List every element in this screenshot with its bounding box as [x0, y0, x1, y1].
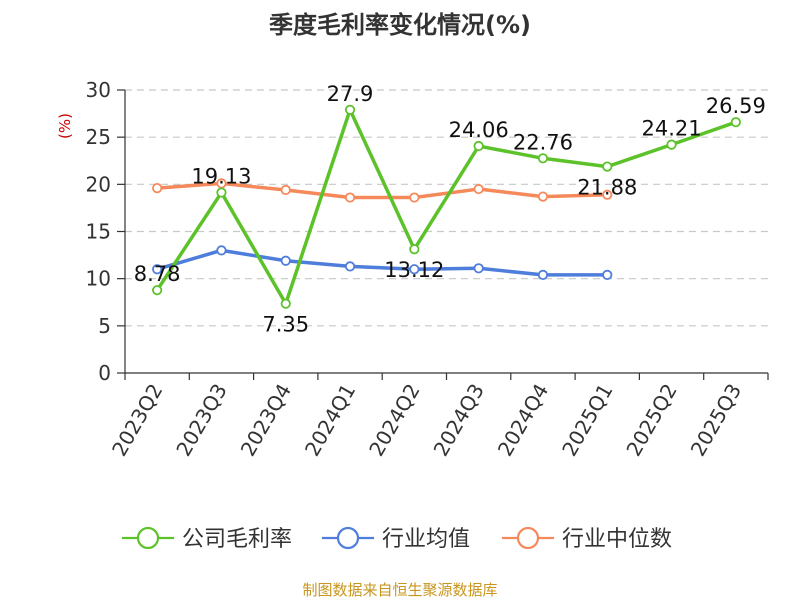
data-point: [473, 140, 484, 152]
data-point: [537, 269, 549, 280]
x-tick-label: 2024Q4: [493, 380, 553, 461]
data-label: 21.88: [577, 176, 637, 200]
data-point: [280, 255, 291, 266]
chart-title: 季度毛利率变化情况(%): [269, 11, 531, 39]
data-label: 22.76: [513, 130, 573, 154]
data-point: [537, 153, 549, 164]
data-point: [152, 264, 163, 275]
legend-label: 行业中位数: [562, 527, 672, 552]
data-point: [537, 191, 549, 202]
data-point: [602, 269, 613, 280]
series-line: [156, 248, 608, 277]
data-label: 8.78: [134, 262, 181, 286]
data-label: 24.06: [449, 118, 509, 142]
x-tick-label: 2025Q3: [686, 380, 746, 461]
x-tick-label: 2025Q1: [557, 380, 617, 461]
data-point: [280, 298, 291, 309]
y-tick-label: 20: [86, 172, 111, 196]
y-tick-label: 5: [98, 314, 111, 338]
source-note: 制图数据来自恒生聚源数据库: [302, 581, 497, 599]
y-tick-label: 0: [98, 361, 111, 385]
data-point: [730, 117, 741, 128]
y-axis-unit: (%): [56, 113, 74, 139]
x-tick-label: 2023Q4: [236, 380, 296, 461]
data-point: [409, 264, 420, 275]
data-point: [666, 139, 677, 150]
x-tick-label: 2025Q2: [621, 380, 681, 461]
data-point: [344, 192, 356, 203]
x-tick-label: 2023Q3: [171, 380, 231, 461]
data-point: [344, 104, 356, 115]
data-point: [409, 244, 420, 255]
data-point: [216, 187, 227, 198]
data-point: [473, 263, 484, 274]
x-tick-label: 2024Q3: [429, 380, 489, 461]
data-point: [216, 245, 227, 256]
data-point: [602, 189, 613, 200]
legend: 公司毛利率 行业均值 行业中位数: [122, 526, 672, 552]
data-point: [409, 192, 420, 203]
y-tick-label: 15: [86, 220, 111, 244]
data-point: [280, 184, 291, 196]
legend-marker: [516, 526, 540, 550]
data-point: [152, 183, 163, 194]
data-label: 7.35: [262, 313, 309, 337]
data-point: [602, 161, 613, 172]
y-tick-label: 10: [86, 267, 111, 291]
legend-marker: [336, 526, 360, 550]
data-label: 24.21: [641, 117, 701, 141]
data-point: [152, 285, 163, 296]
x-tick-label: 2024Q1: [300, 380, 360, 461]
series-line: [157, 181, 608, 200]
data-label: 27.9: [327, 82, 374, 106]
x-tick-label: 2024Q2: [364, 380, 424, 461]
plot-area: [152, 104, 741, 309]
x-tick-label: 2023Q2: [107, 380, 167, 461]
legend-marker: [136, 526, 160, 550]
series-line: [155, 108, 737, 306]
data-label: 13.12: [384, 258, 444, 282]
legend-label: 行业均值: [382, 527, 470, 552]
legend-label: 公司毛利率: [182, 527, 292, 552]
data-label: 26.59: [706, 94, 766, 118]
y-tick-label: 30: [86, 78, 111, 102]
y-tick-label: 25: [86, 125, 111, 149]
data-label: 19.13: [191, 165, 251, 189]
data-point: [344, 261, 356, 272]
data-point: [473, 183, 484, 195]
